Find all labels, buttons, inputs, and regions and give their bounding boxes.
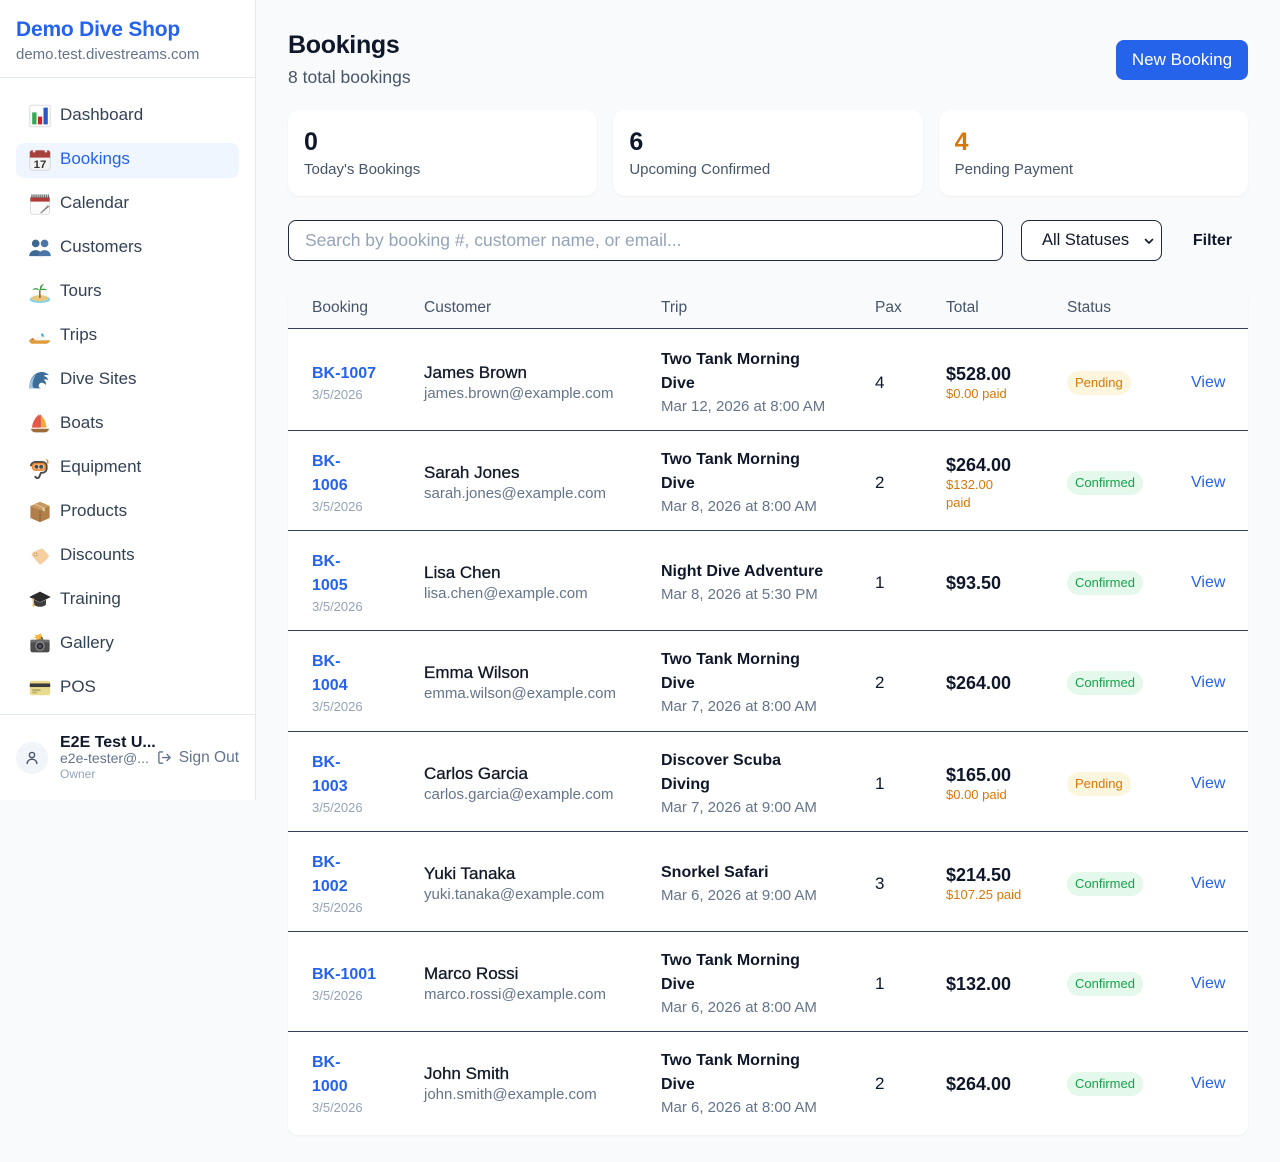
svg-text:17: 17 — [34, 159, 47, 171]
